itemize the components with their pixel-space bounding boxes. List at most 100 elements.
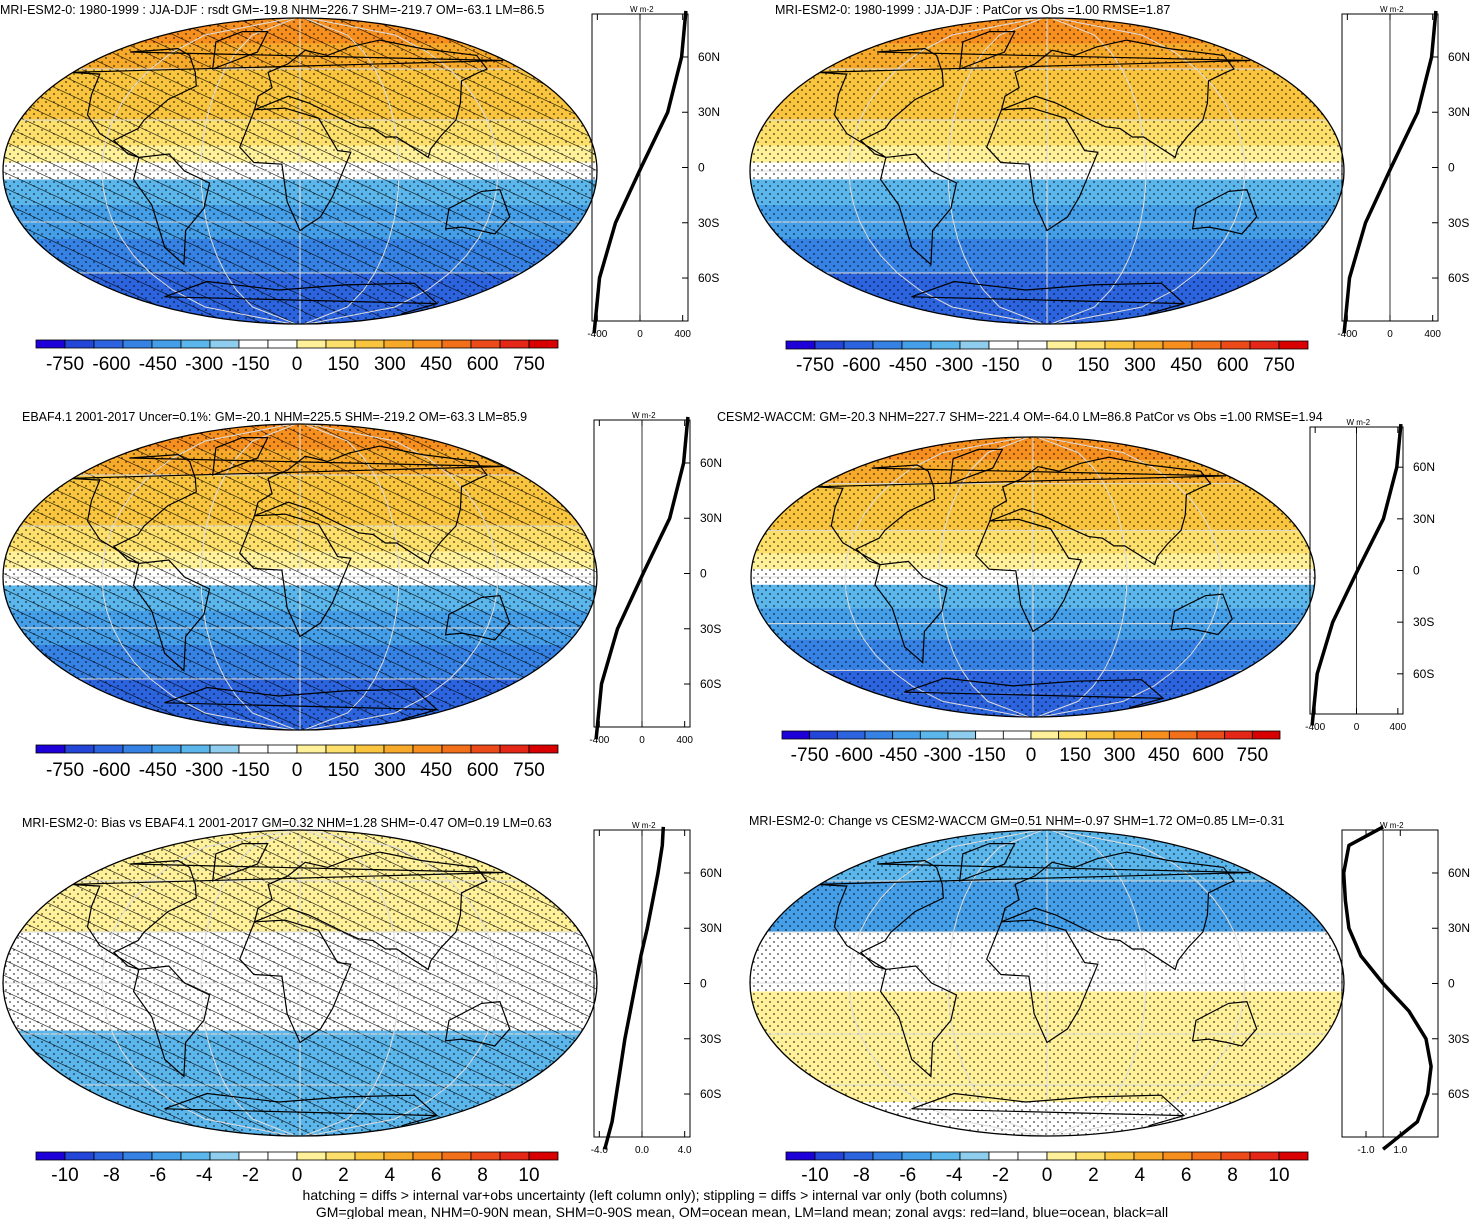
panel-5-map xyxy=(2,829,598,1137)
map-field xyxy=(750,18,1344,324)
colorbar-tick-label: 450 xyxy=(420,354,452,375)
colorbar-tick-label: -600 xyxy=(92,760,130,781)
zonal-y-tick-label: 60S xyxy=(700,677,721,691)
colorbar-swatch xyxy=(1104,1151,1135,1161)
coastline xyxy=(1000,851,1235,971)
colorbar-swatch xyxy=(809,730,838,740)
panel-5-zonal-plot: W m-2 -4.0 0.0 4.0 60N 30N 0 30S 60S xyxy=(591,821,722,1156)
zonal-x-tick-label: -400 xyxy=(587,329,607,340)
zonal-y-tick-label: 60N xyxy=(1448,866,1470,880)
map-field xyxy=(3,830,597,1136)
panel-3: EBAF4.1 2001-2017 Uncer=0.1%: GM=-20.1 N… xyxy=(2,410,722,781)
zonal-y-tick-label: 30S xyxy=(1413,615,1434,629)
colorbar-swatch xyxy=(864,730,894,740)
graticule-meridian xyxy=(101,424,293,730)
colorbar-swatch xyxy=(1249,340,1280,350)
colorbar-tick-label: 0 xyxy=(292,1165,303,1186)
panel-2-zonal-plot: W m-2 -400 0 400 60N 30N 0 30S 60S xyxy=(1337,5,1470,340)
colorbar-swatch xyxy=(470,339,501,349)
zonal-y-tick-label: 60N xyxy=(1448,50,1470,64)
zonal-y-tick-label: 30N xyxy=(1448,921,1470,935)
colorbar-swatch xyxy=(1017,1151,1048,1161)
zonal-x-tick-label: 4.0 xyxy=(678,1145,692,1156)
zonal-x-tick-label: 0 xyxy=(1354,722,1360,733)
coastline xyxy=(444,1001,511,1047)
panel-6: MRI-ESM2-0: Change vs CESM2-WACCM GM=0.5… xyxy=(749,814,1470,1186)
colorbar-swatch xyxy=(814,340,845,350)
panel-4-title: CESM2-WACCM: GM=-20.3 NHM=227.7 SHM=-221… xyxy=(717,410,1323,424)
colorbar-swatch xyxy=(1075,1151,1106,1161)
panel-4-zonal-plot: W m-2 -400 0 400 60N 30N 0 30S 60S xyxy=(1305,418,1435,733)
panel-1-title: MRI-ESM2-0: 1980-1999 : JJA-DJF : rsdt G… xyxy=(0,3,544,17)
colorbar-tick-label: -10 xyxy=(801,1165,828,1186)
colorbar-swatch xyxy=(267,1151,298,1161)
colorbar-swatch xyxy=(35,744,66,754)
colorbar-swatch xyxy=(528,1151,559,1161)
zonal-unit-label: W m-2 xyxy=(632,821,656,830)
zonal-y-tick-label: 0 xyxy=(1448,161,1455,175)
zonal-unit-label: W m-2 xyxy=(632,411,656,420)
colorbar-tick-label: -10 xyxy=(51,1165,78,1186)
graticule-meridian xyxy=(947,18,1044,324)
graticule-meridian xyxy=(307,424,499,730)
panel-3-map xyxy=(2,423,598,731)
coastline xyxy=(211,437,269,476)
graticule-meridian xyxy=(844,437,1026,717)
colorbar-tick-label: 600 xyxy=(1217,355,1249,376)
graticule-meridian xyxy=(200,18,297,324)
colorbar-tick-label: -750 xyxy=(791,745,829,766)
coastline xyxy=(974,518,1083,633)
coastline xyxy=(817,47,1251,158)
colorbar-swatch xyxy=(180,1151,211,1161)
colorbar-swatch xyxy=(499,339,530,349)
colorbar-swatch xyxy=(238,744,269,754)
colorbar-tick-label: -450 xyxy=(879,745,917,766)
graticule-meridian xyxy=(200,424,297,730)
zonal-x-tick-label: 400 xyxy=(1424,329,1441,340)
colorbar-swatch xyxy=(209,1151,240,1161)
zonal-x-tick-label: -4.0 xyxy=(591,1145,609,1156)
colorbar-swatch xyxy=(814,1151,845,1161)
colorbar-swatch xyxy=(1249,1151,1280,1161)
panel-2: MRI-ESM2-0: 1980-1999 : JJA-DJF : PatCor… xyxy=(749,3,1470,376)
zonal-x-tick-label: -400 xyxy=(1305,722,1325,733)
footer-line-1: hatching = diffs > internal var+obs unce… xyxy=(303,1187,1008,1203)
colorbar-swatch xyxy=(781,730,811,740)
colorbar-swatch xyxy=(238,1151,269,1161)
colorbar-swatch xyxy=(1224,730,1253,740)
graticule-meridian xyxy=(303,424,400,730)
coastline xyxy=(1000,39,1235,159)
colorbar-swatch xyxy=(528,339,559,349)
colorbar-tick-label: -150 xyxy=(232,354,270,375)
zonal-x-tick-label: 400 xyxy=(1389,722,1406,733)
colorbar-swatch xyxy=(209,339,240,349)
colorbar-swatch xyxy=(1075,340,1106,350)
zonal-x-tick-label: -1.0 xyxy=(1357,1145,1375,1156)
colorbar-tick-label: 10 xyxy=(518,1165,539,1186)
colorbar-swatch xyxy=(499,1151,530,1161)
map-border xyxy=(750,436,1316,718)
colorbar-swatch xyxy=(901,1151,932,1161)
zonal-unit-label: W m-2 xyxy=(1380,5,1404,14)
graticule-meridian xyxy=(1054,18,1246,324)
zonal-y-tick-label: 60S xyxy=(1448,271,1469,285)
zonal-x-tick-label: -400 xyxy=(589,735,609,746)
coastline xyxy=(239,919,352,1044)
colorbar-tick-label: 750 xyxy=(1263,355,1295,376)
zonal-y-tick-label: 30N xyxy=(1413,512,1435,526)
colorbar-swatch xyxy=(441,1151,472,1161)
coastline xyxy=(132,559,211,672)
colorbar-swatch xyxy=(892,730,921,740)
zonal-y-tick-label: 30N xyxy=(700,511,722,525)
colorbar-tick-label: 750 xyxy=(513,760,545,781)
coastline xyxy=(911,280,1186,315)
colorbar-tick-label: -150 xyxy=(982,355,1020,376)
colorbar-swatch xyxy=(238,339,269,349)
panel-4-colorbar: -750 -600 -450 -300 -150 0 150 300 450 600 750 xyxy=(781,730,1281,766)
colorbar-tick-label: -8 xyxy=(103,1165,120,1186)
colorbar-tick-label: -6 xyxy=(899,1165,916,1186)
colorbar-swatch xyxy=(499,744,530,754)
colorbar-swatch xyxy=(325,744,356,754)
zonal-y-tick-label: 0 xyxy=(1413,564,1420,578)
